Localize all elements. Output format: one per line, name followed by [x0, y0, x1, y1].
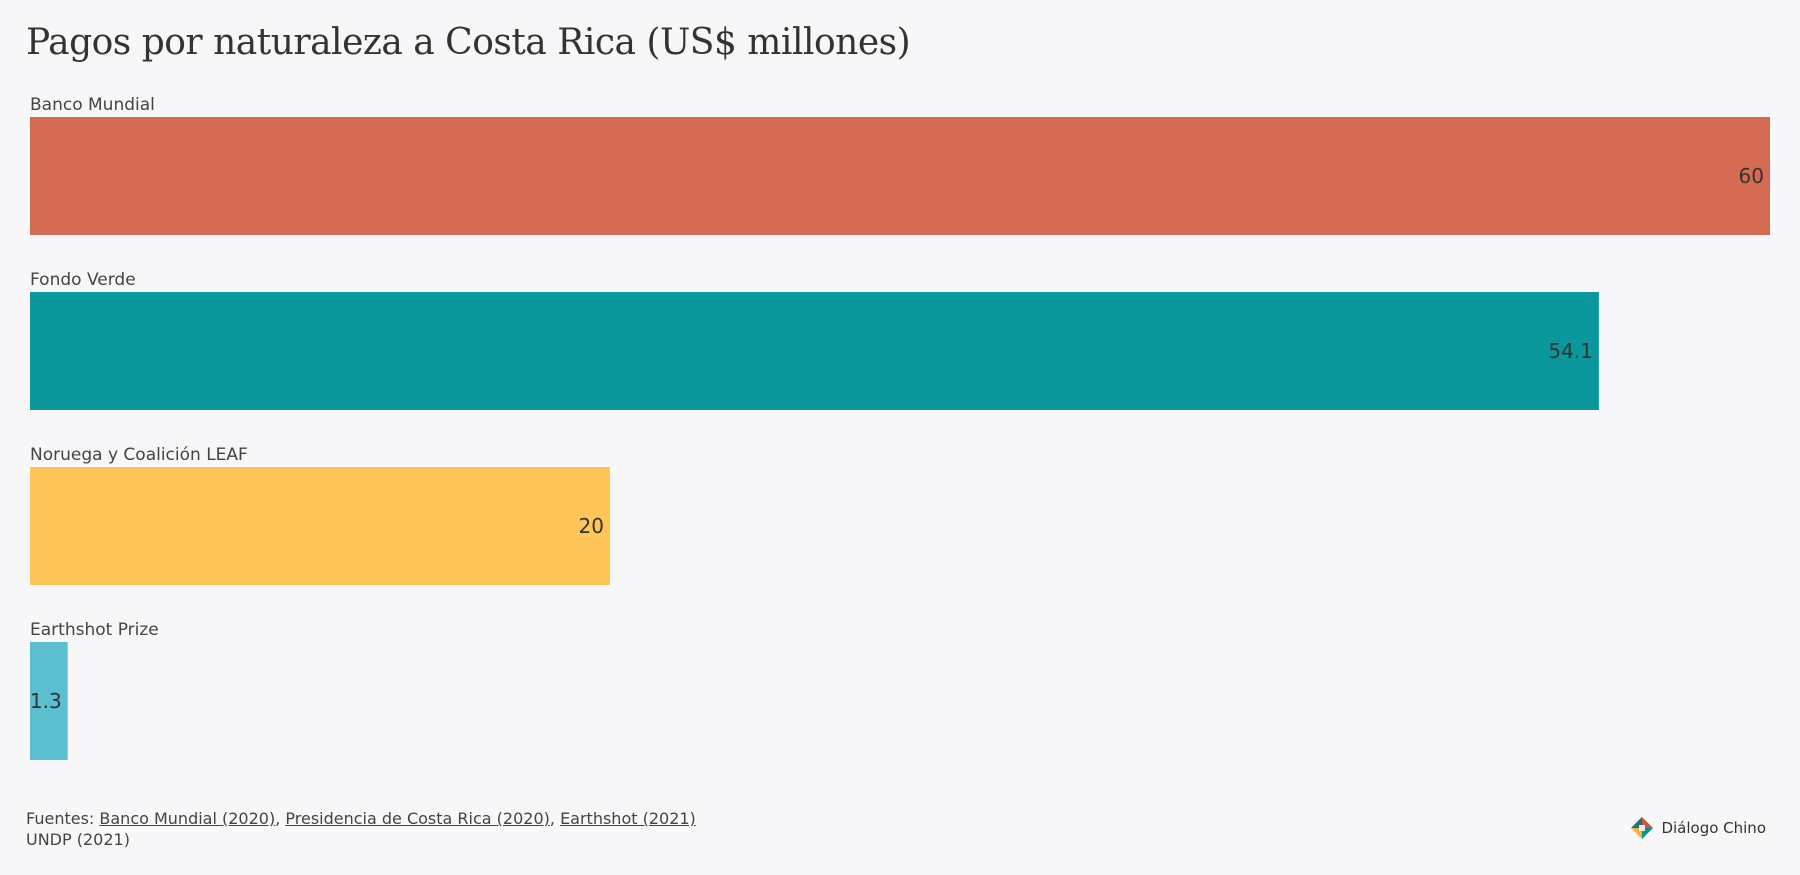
sources-separator: ,: [275, 809, 286, 828]
sources-prefix: Fuentes:: [26, 809, 100, 828]
category-label-noruega-y-coalicion-leaf: Noruega y Coalición LEAF: [30, 445, 248, 465]
bar-banco-mundial[interactable]: [30, 117, 1770, 235]
sources-footer: Fuentes: Banco Mundial (2020), Presidenc…: [26, 808, 926, 850]
value-label-banco-mundial: 60: [1739, 164, 1764, 188]
brand[interactable]: Diálogo Chino: [1630, 816, 1766, 840]
dialogo-chino-logo-icon: [1631, 817, 1654, 839]
category-label-fondo-verde: Fondo Verde: [30, 270, 136, 290]
sources-separator: ,: [549, 809, 561, 828]
value-label-earthshot-prize: 1.3: [30, 689, 62, 713]
value-label-noruega-y-coalicion-leaf: 20: [579, 514, 604, 538]
category-label-banco-mundial: Banco Mundial: [30, 95, 155, 115]
bar-noruega-y-coalicion-leaf[interactable]: [30, 467, 610, 585]
bar-chart: Banco Mundial 60 Fondo Verde 54.1 Noruega y …: [30, 95, 1770, 760]
value-label-fondo-verde: 54.1: [1548, 339, 1593, 363]
category-label-earthshot-prize: Earthshot Prize: [30, 620, 159, 640]
bar-earthshot-prize[interactable]: [30, 642, 68, 760]
source-undp: UNDP (2021): [26, 830, 130, 849]
chart-title: Pagos por naturaleza a Costa Rica (US$ m…: [26, 22, 911, 63]
bar-fondo-verde[interactable]: [30, 292, 1599, 410]
source-link-earthshot[interactable]: Earthshot (2021): [560, 809, 696, 828]
brand-name: Diálogo Chino: [1661, 819, 1766, 837]
source-link-banco-mundial[interactable]: Banco Mundial (2020): [99, 809, 276, 828]
source-link-presidencia[interactable]: Presidencia de Costa Rica (2020): [285, 809, 550, 828]
